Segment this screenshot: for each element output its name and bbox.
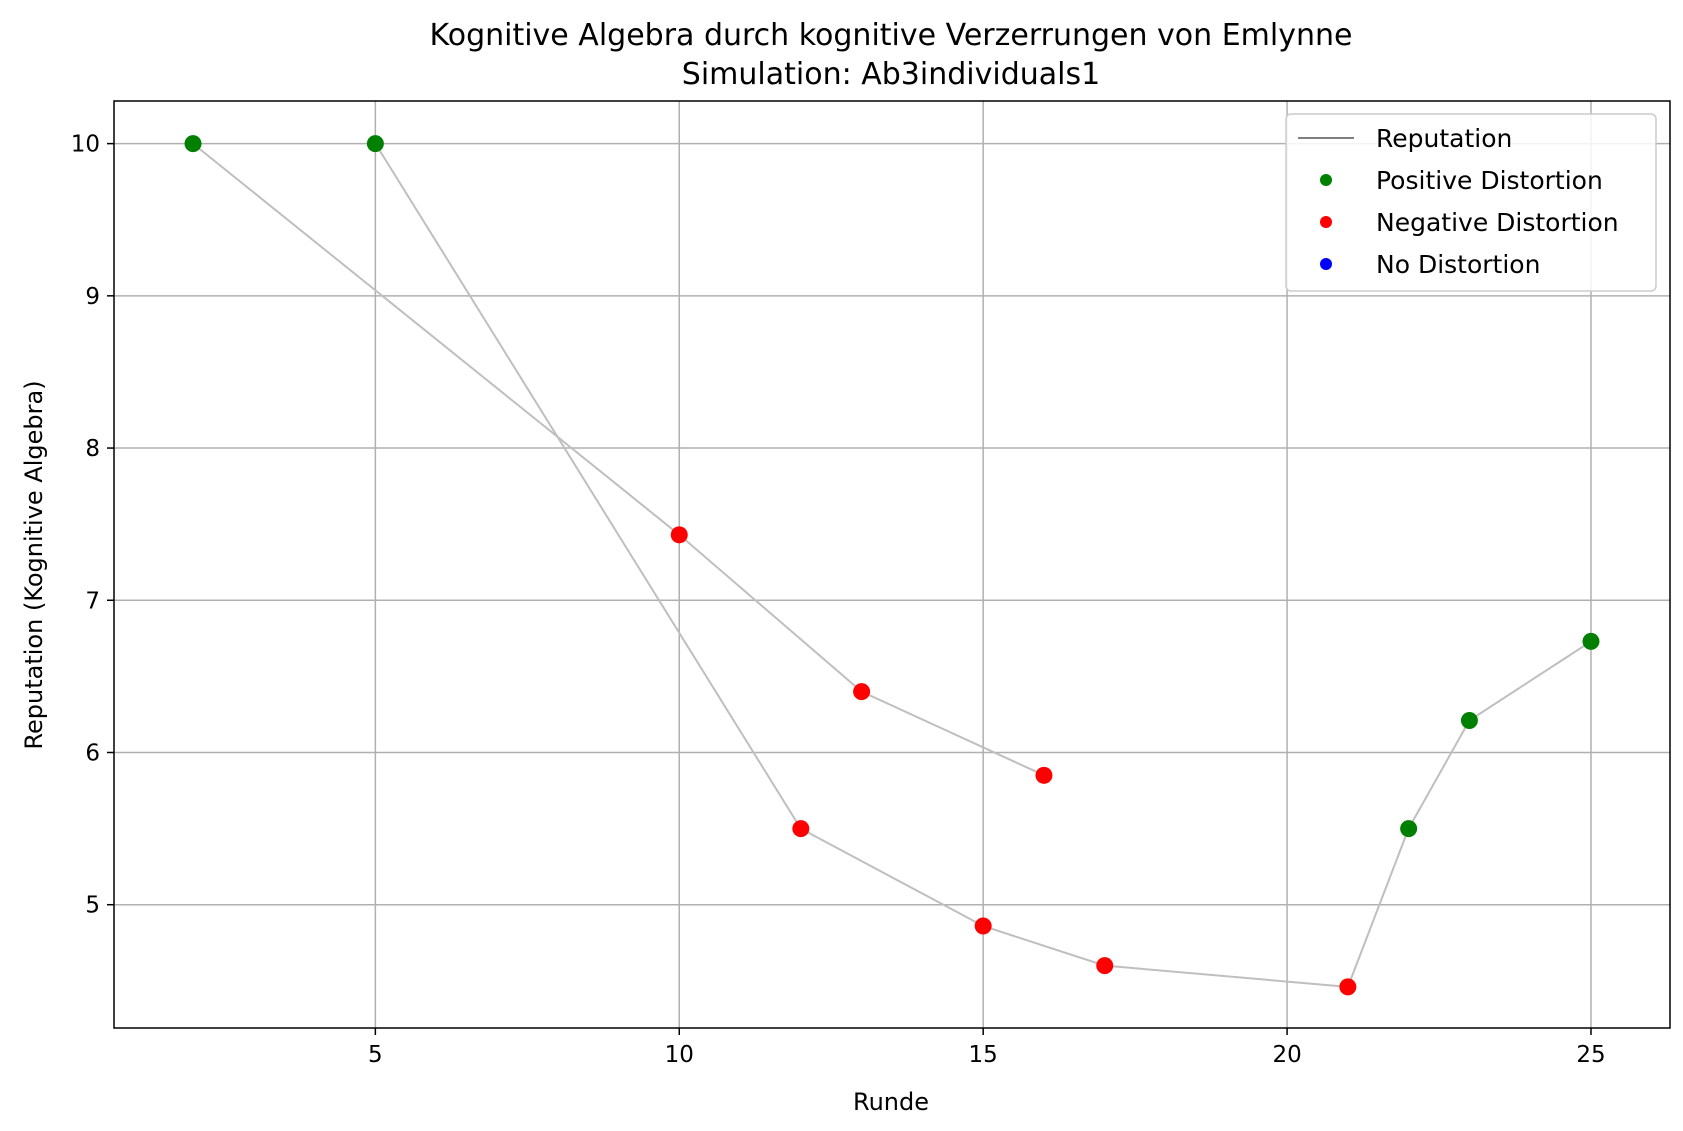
legend-label: Positive Distortion bbox=[1376, 166, 1603, 195]
y-axis-label: Reputation (Kognitive Algebra) bbox=[20, 380, 48, 749]
positive-distortion-point bbox=[1582, 632, 1600, 650]
positive-distortion-point bbox=[366, 135, 384, 153]
legend-marker-swatch bbox=[1320, 216, 1332, 228]
legend: Reputation Positive Distortion Negative Di… bbox=[1285, 113, 1657, 292]
x-tick-label: 15 bbox=[969, 1042, 998, 1068]
negative-distortion-point bbox=[1339, 978, 1357, 996]
data-points bbox=[184, 135, 1600, 996]
positive-distortion-point bbox=[1400, 820, 1418, 838]
positive-distortion-point bbox=[184, 135, 202, 153]
negative-distortion-point bbox=[792, 820, 810, 838]
legend-marker-swatch bbox=[1320, 258, 1332, 270]
chart-subtitle: Simulation: Ab3individuals1 bbox=[682, 57, 1100, 92]
x-axis-label: Runde bbox=[853, 1088, 929, 1116]
negative-distortion-point bbox=[670, 526, 688, 544]
negative-distortion-point bbox=[1035, 766, 1053, 784]
legend-label: No Distortion bbox=[1376, 250, 1540, 279]
chart-title: Kognitive Algebra durch kognitive Verzer… bbox=[430, 18, 1353, 53]
reputation-line bbox=[374, 143, 1592, 988]
legend-marker-swatch bbox=[1320, 174, 1332, 186]
positive-distortion-point bbox=[1460, 712, 1478, 730]
x-tick-label: 25 bbox=[1576, 1042, 1605, 1068]
x-tick-label: 5 bbox=[368, 1042, 383, 1068]
series-lines bbox=[192, 142, 1592, 988]
legend-label: Negative Distortion bbox=[1376, 208, 1619, 237]
y-tick-label: 10 bbox=[71, 132, 100, 158]
y-tick-label: 8 bbox=[85, 436, 100, 462]
negative-distortion-point bbox=[974, 917, 992, 935]
legend-box bbox=[1285, 113, 1657, 292]
negative-distortion-point bbox=[1096, 957, 1114, 975]
y-tick-label: 7 bbox=[85, 588, 100, 614]
y-tick-label: 5 bbox=[85, 893, 100, 919]
reputation-line bbox=[192, 142, 1045, 777]
y-tick-label: 6 bbox=[85, 740, 100, 766]
x-axis-ticks: 5 10 15 20 25 bbox=[368, 1028, 1606, 1068]
plot-frame bbox=[113, 100, 1671, 1029]
legend-label: Reputation bbox=[1376, 124, 1512, 153]
negative-distortion-point bbox=[853, 683, 871, 701]
x-tick-label: 20 bbox=[1272, 1042, 1301, 1068]
y-tick-label: 9 bbox=[85, 284, 100, 310]
y-axis-ticks: 5 6 7 8 9 10 bbox=[71, 132, 114, 919]
x-tick-label: 10 bbox=[665, 1042, 694, 1068]
